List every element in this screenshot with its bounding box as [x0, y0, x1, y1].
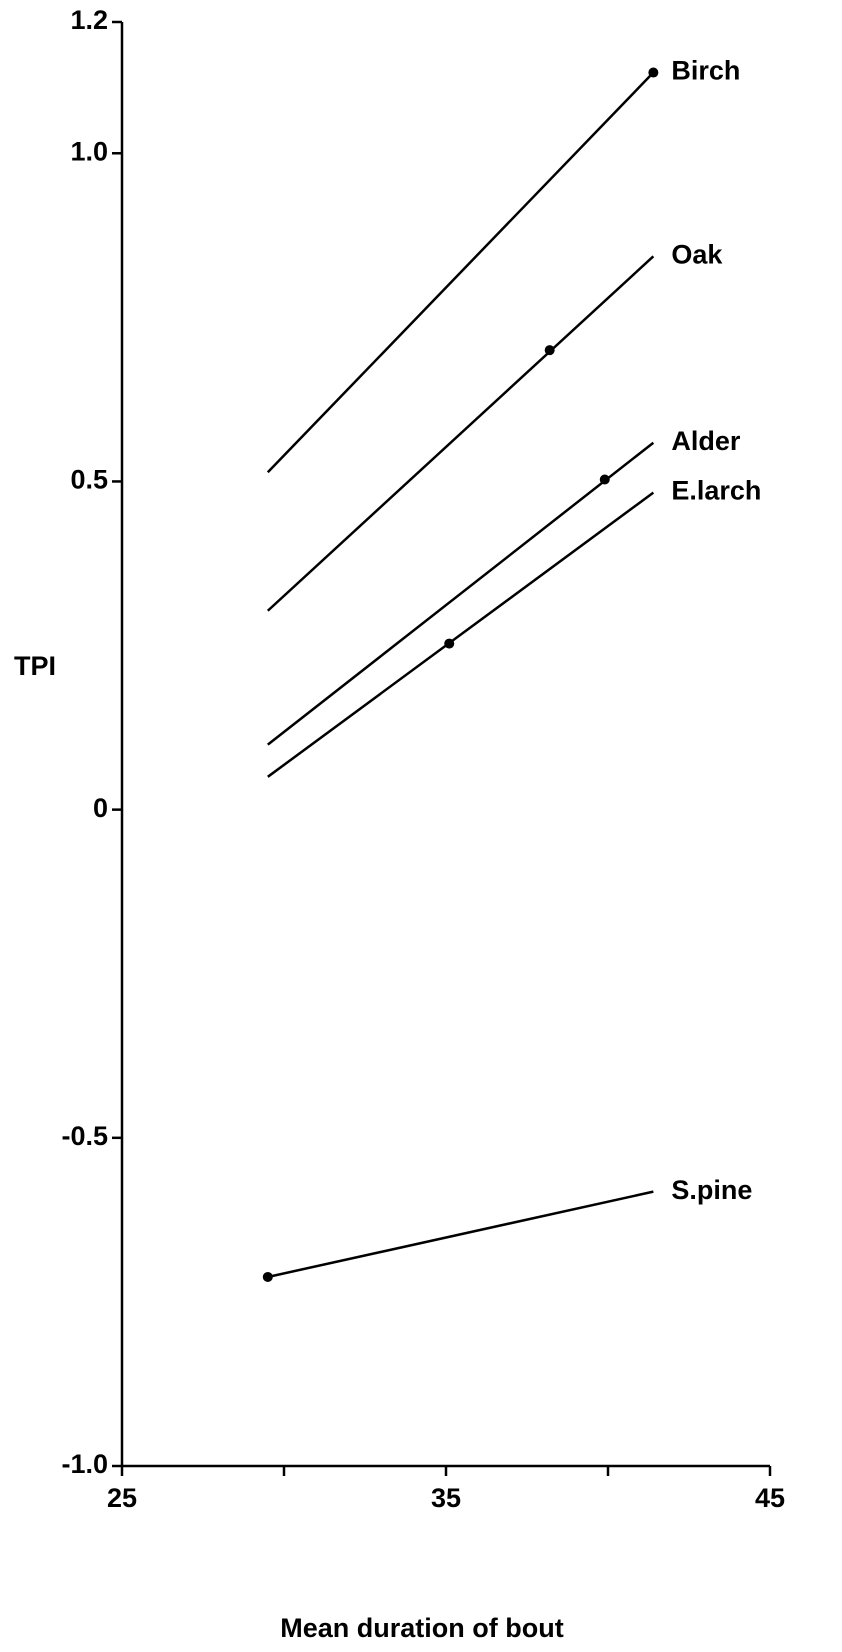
series-line [267, 491, 655, 778]
series-marker [544, 345, 555, 356]
y-tick-label: 1.0 [70, 136, 108, 166]
x-axis-label: Mean duration of bout [280, 1613, 563, 1643]
y-tick-label: 0 [93, 793, 108, 823]
x-tick-label: 45 [755, 1483, 785, 1513]
y-tick-label: -1.0 [61, 1449, 108, 1479]
x-tick-label: 25 [107, 1483, 137, 1513]
y-tick-label: -0.5 [61, 1121, 108, 1151]
series-label: Alder [671, 426, 741, 456]
series-label: E.larch [671, 476, 761, 506]
series-label: S.pine [671, 1175, 752, 1205]
x-tick-label: 35 [431, 1483, 461, 1513]
y-tick-label: 1.2 [70, 5, 108, 35]
series-line [267, 1190, 654, 1279]
series-label: Birch [671, 56, 740, 86]
series-line [266, 71, 655, 474]
series-marker [648, 67, 659, 78]
series-line [267, 441, 655, 746]
series-marker [444, 638, 455, 649]
y-tick-label: 0.5 [70, 465, 108, 495]
y-axis-label: TPI [14, 651, 56, 681]
series-label: Oak [671, 239, 723, 269]
series-line [266, 255, 655, 612]
series-marker [262, 1271, 273, 1282]
series-marker [599, 474, 610, 485]
